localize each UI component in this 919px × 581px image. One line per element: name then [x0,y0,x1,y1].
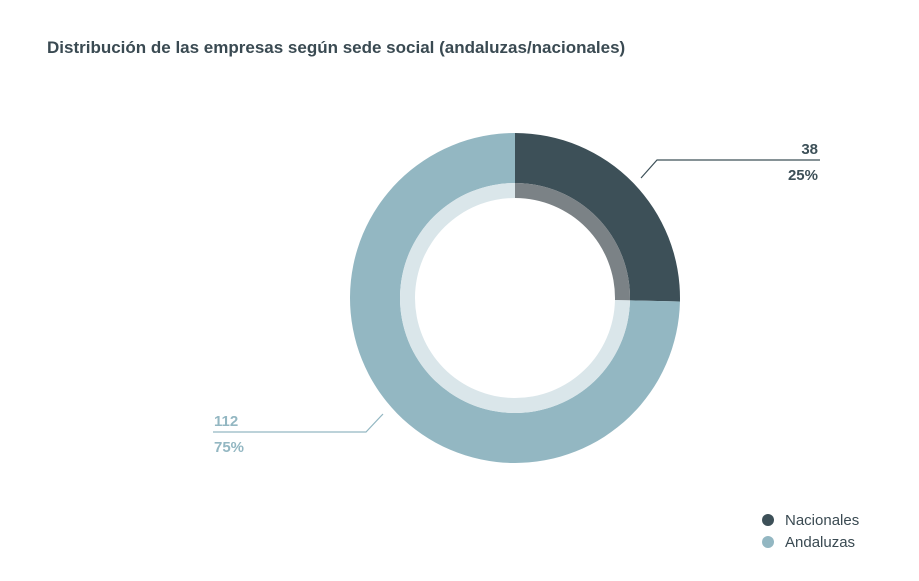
callout-line-andaluzas [213,413,384,433]
data-label-percent-nacionales: 25% [788,167,818,184]
legend-swatch-nacionales [762,514,774,526]
slice-nacionales[interactable] [515,133,680,302]
legend-item-andaluzas[interactable]: Andaluzas [762,531,859,553]
chart-title: Distribución de las empresas según sede … [47,38,626,57]
callout-line-nacionales [640,159,820,179]
legend-label-andaluzas: Andaluzas [785,533,856,551]
legend-label-nacionales: Nacionales [785,511,860,529]
slice-andaluzas[interactable] [350,133,680,463]
legend-item-nacionales[interactable]: Nacionales [762,509,859,531]
slice-inner-nacionales [515,183,630,301]
data-label-percent-andaluzas: 75% [214,439,244,456]
legend: Nacionales Andaluzas [762,509,859,553]
legend-swatch-andaluzas [762,536,774,548]
data-label-value-andaluzas: 112 [214,413,238,430]
data-label-value-nacionales: 38 [801,141,818,158]
